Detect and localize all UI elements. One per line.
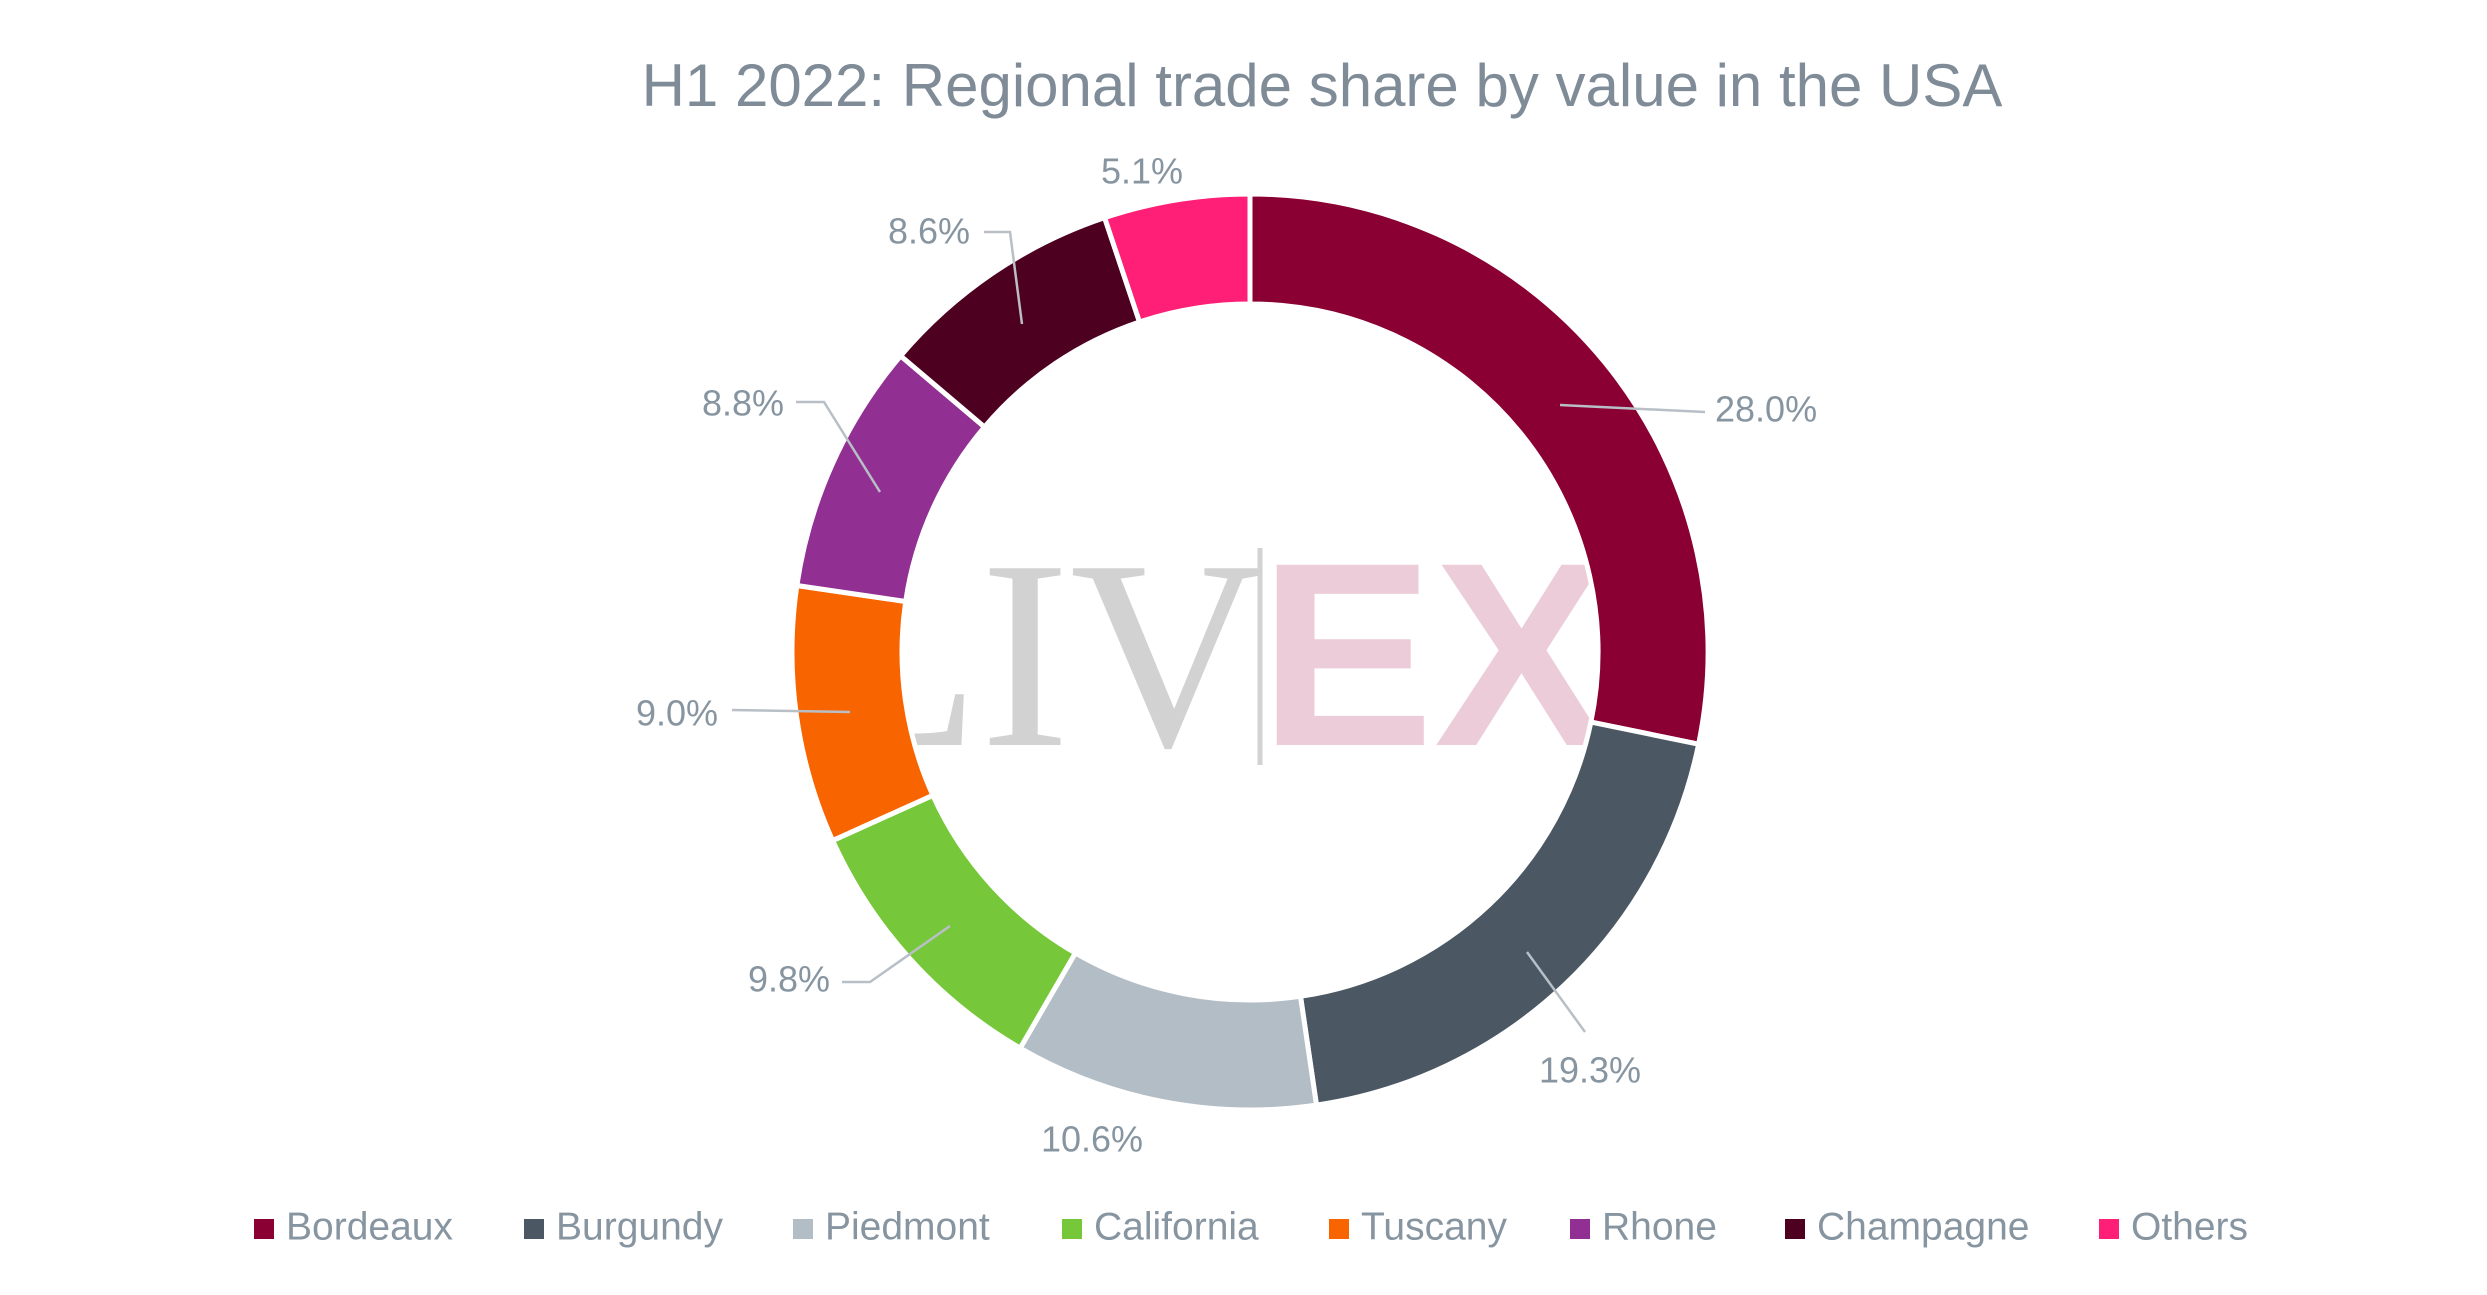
leader-line-bordeaux — [1559, 403, 1706, 414]
leader-line-champagne — [984, 230, 1024, 325]
legend-item-champagne: Champagne — [1785, 1205, 2029, 1248]
legend-item-california: California — [1062, 1205, 1259, 1248]
data-label-piedmont: 10.6% — [1041, 1119, 1143, 1160]
legend-marker-tuscany — [1329, 1219, 1349, 1239]
data-label-bordeaux: 28.0% — [1715, 389, 1817, 430]
legend-marker-rhone — [1570, 1219, 1590, 1239]
data-label-rhone: 8.8% — [702, 383, 784, 424]
legend-item-bordeaux: Bordeaux — [254, 1205, 453, 1248]
legend-label-bordeaux: Bordeaux — [286, 1205, 453, 1248]
leader-line-california — [842, 924, 951, 984]
legend-marker-burgundy — [524, 1219, 544, 1239]
legend-label-others: Others — [2131, 1205, 2248, 1248]
data-label-champagne: 8.6% — [888, 211, 970, 252]
legend-item-rhone: Rhone — [1570, 1205, 1717, 1248]
legend-item-tuscany: Tuscany — [1329, 1205, 1507, 1248]
donut-slices — [789, 191, 1711, 1113]
legend-label-burgundy: Burgundy — [556, 1205, 723, 1248]
legend-marker-piedmont — [793, 1219, 813, 1239]
legend: Bordeaux Burgundy Piedmont California Tuscan… — [254, 1205, 2248, 1248]
legend-marker-california — [1062, 1219, 1082, 1239]
leader-line-burgundy — [1525, 951, 1587, 1033]
data-label-tuscany: 9.0% — [636, 693, 718, 734]
legend-marker-others — [2099, 1219, 2119, 1239]
data-label-california: 9.8% — [748, 959, 830, 1000]
leader-lines — [731, 230, 1706, 1033]
slice-others — [1102, 191, 1253, 325]
legend-item-piedmont: Piedmont — [793, 1205, 990, 1248]
liv-ex-watermark: LIV EX — [815, 505, 1610, 804]
legend-marker-champagne — [1785, 1219, 1805, 1239]
data-labels: 28.0% 19.3% 10.6% 9.8% 9.0% 8.8% 8.6% 5.1% — [636, 151, 1817, 1160]
legend-label-champagne: Champagne — [1817, 1205, 2029, 1248]
leader-line-tuscany — [731, 708, 851, 714]
chart-title: H1 2022: Regional trade share by value i… — [642, 52, 2003, 119]
legend-label-tuscany: Tuscany — [1361, 1205, 1507, 1248]
legend-item-others: Others — [2099, 1205, 2248, 1248]
legend-label-rhone: Rhone — [1602, 1205, 1717, 1248]
slice-piedmont — [1017, 950, 1319, 1113]
slice-california — [830, 792, 1078, 1051]
slice-bordeaux — [1247, 191, 1711, 747]
legend-label-piedmont: Piedmont — [825, 1205, 990, 1248]
legend-item-burgundy: Burgundy — [524, 1205, 723, 1248]
legend-marker-bordeaux — [254, 1219, 274, 1239]
watermark-ex-text: EX — [1259, 508, 1610, 801]
data-label-burgundy: 19.3% — [1539, 1050, 1641, 1091]
legend-label-california: California — [1094, 1205, 1259, 1248]
data-label-others: 5.1% — [1101, 151, 1183, 192]
leader-line-rhone — [796, 400, 882, 493]
